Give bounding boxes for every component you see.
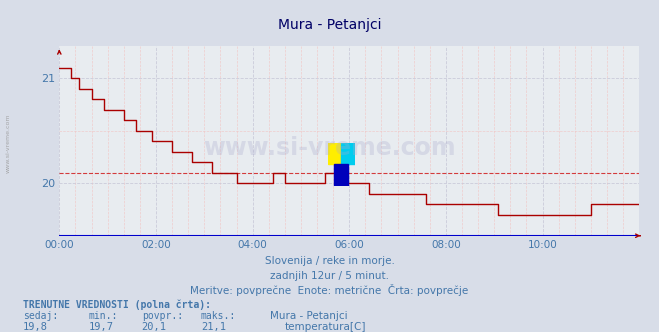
Text: Meritve: povprečne  Enote: metrične  Črta: povprečje: Meritve: povprečne Enote: metrične Črta:… <box>190 285 469 296</box>
Text: povpr.:: povpr.: <box>142 311 183 321</box>
Text: 19,8: 19,8 <box>23 322 48 332</box>
Text: sedaj:: sedaj: <box>23 311 58 321</box>
Text: www.si-vreme.com: www.si-vreme.com <box>203 136 456 160</box>
Text: Mura - Petanjci: Mura - Petanjci <box>277 18 382 32</box>
Bar <box>341 143 355 164</box>
Text: maks.:: maks.: <box>201 311 236 321</box>
Text: zadnjih 12ur / 5 minut.: zadnjih 12ur / 5 minut. <box>270 271 389 281</box>
Text: temperatura[C]: temperatura[C] <box>285 322 366 332</box>
Bar <box>335 164 348 186</box>
Text: www.si-vreme.com: www.si-vreme.com <box>5 113 11 173</box>
Bar <box>328 143 341 164</box>
Text: min.:: min.: <box>89 311 119 321</box>
Text: TRENUTNE VREDNOSTI (polna črta):: TRENUTNE VREDNOSTI (polna črta): <box>23 299 211 310</box>
Text: Mura - Petanjci: Mura - Petanjci <box>270 311 348 321</box>
Text: 19,7: 19,7 <box>89 322 114 332</box>
Text: 21,1: 21,1 <box>201 322 226 332</box>
Text: 20,1: 20,1 <box>142 322 167 332</box>
Text: Slovenija / reke in morje.: Slovenija / reke in morje. <box>264 256 395 266</box>
